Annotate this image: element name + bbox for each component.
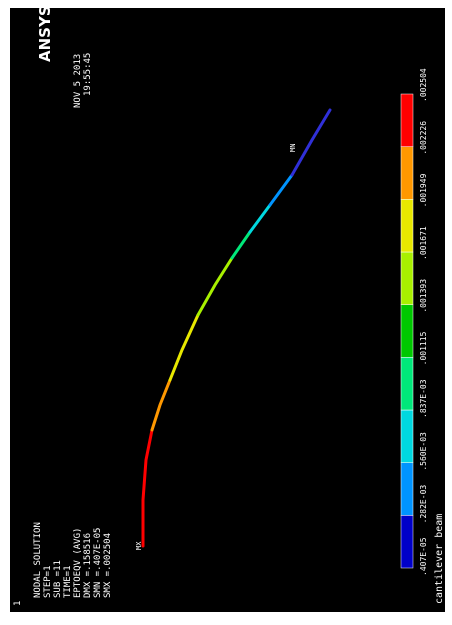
- info-line: SMX =.002504: [103, 533, 113, 598]
- info-line: STEP=1: [43, 565, 53, 598]
- info-line: TIME=1: [63, 565, 73, 598]
- info-line: EPTOEQV (AVG): [73, 528, 83, 598]
- min-marker: MN: [289, 144, 297, 152]
- legend-swatch: [401, 357, 413, 410]
- legend-label: .282E-03: [419, 485, 428, 524]
- legend-label: .837E-03: [419, 379, 428, 418]
- legend-swatch: [401, 252, 413, 305]
- legend-swatch: [401, 463, 413, 516]
- legend-label: .001115: [419, 331, 428, 365]
- page: 1 ANSYS NOV 5 2013 19:55:45 MX MN cantil…: [0, 0, 452, 625]
- info-line: DMX =.158516: [83, 533, 93, 598]
- info-line: NODAL SOLUTION: [33, 522, 43, 598]
- date: NOV 5 2013: [73, 54, 83, 108]
- legend-label: .001949: [419, 173, 428, 207]
- max-marker: MX: [135, 541, 143, 550]
- legend-label: .002226: [419, 121, 428, 155]
- legend-swatch: [401, 410, 413, 463]
- legend-swatch: [401, 94, 413, 147]
- legend-swatch: [401, 305, 413, 358]
- legend-label: .001393: [419, 279, 428, 313]
- legend-swatch: [401, 515, 413, 568]
- caption: cantilever beam: [434, 514, 445, 604]
- legend-swatch: [401, 147, 413, 200]
- time: 19:55:45: [83, 53, 93, 96]
- screen: 1 ANSYS NOV 5 2013 19:55:45 MX MN cantil…: [0, 0, 452, 625]
- legend-label: .002504: [419, 68, 428, 102]
- legend-label: .560E-03: [419, 432, 428, 471]
- window-number: 1: [13, 601, 23, 606]
- legend-label: .407E-05: [419, 537, 428, 576]
- legend-label: .001671: [419, 226, 428, 260]
- info-line: SMN =.407E-05: [93, 528, 103, 598]
- legend-swatch: [401, 199, 413, 252]
- info-line: SUB =11: [53, 560, 63, 598]
- logo: ANSYS: [36, 5, 54, 62]
